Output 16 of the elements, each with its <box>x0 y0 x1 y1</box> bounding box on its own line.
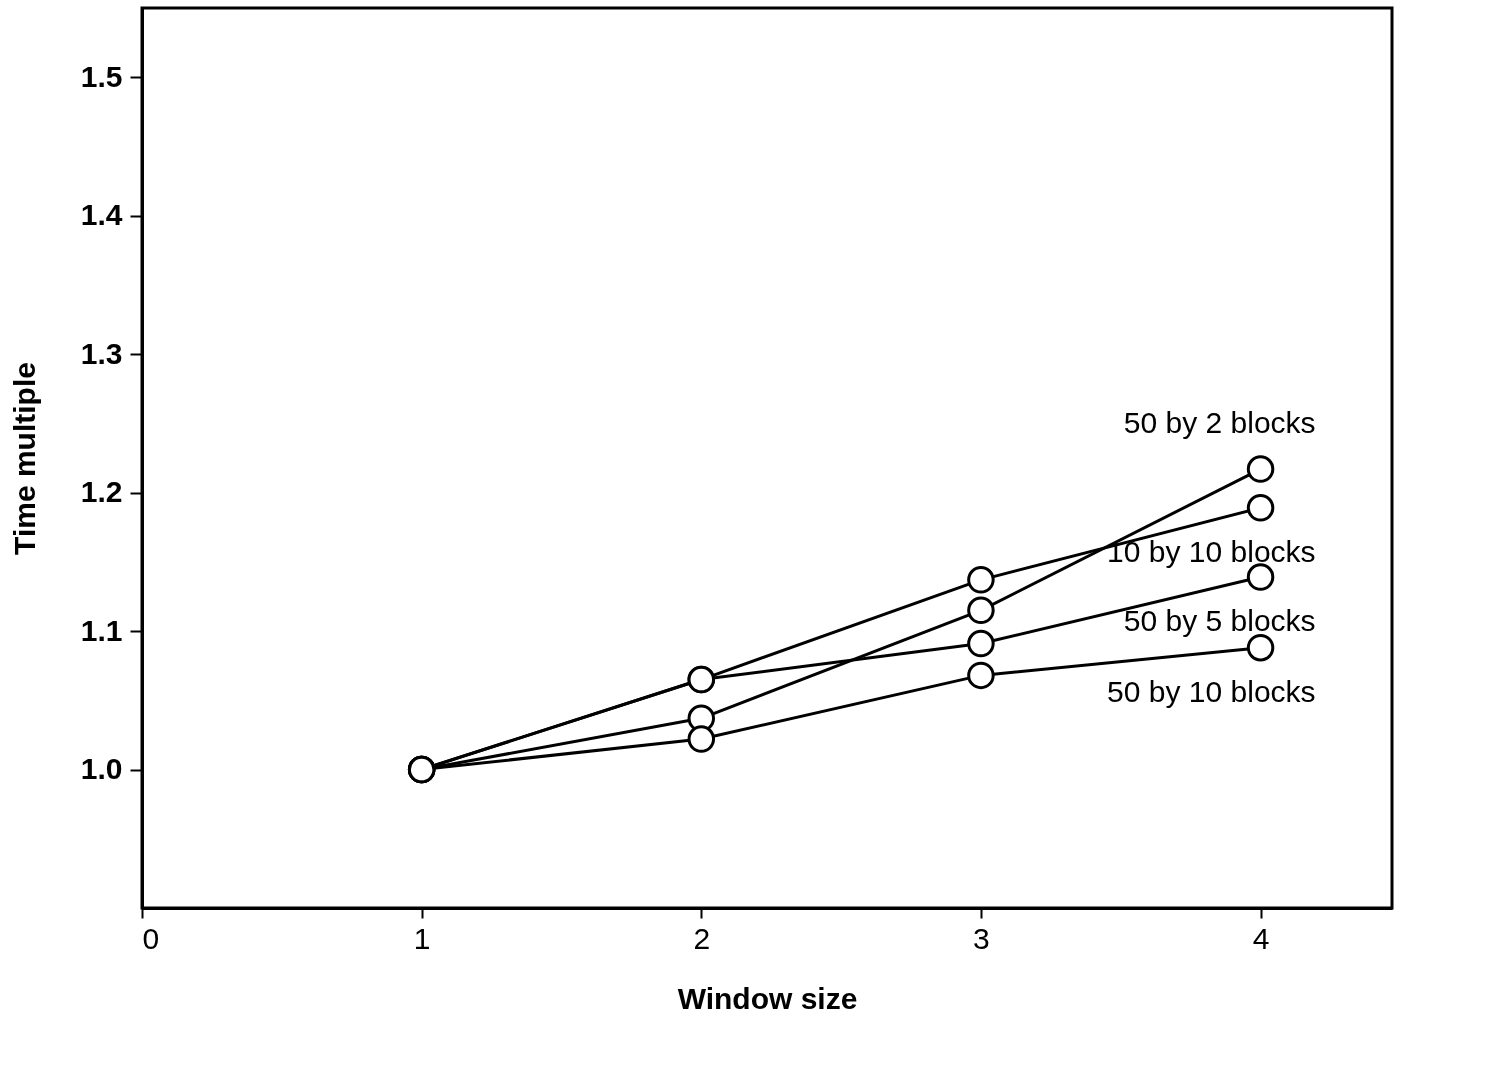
series-label: 50 by 5 blocks <box>1123 604 1316 638</box>
x-tick-label: 0 <box>142 921 160 955</box>
x-axis-title: Window size <box>677 981 858 1015</box>
series-label: 50 by 10 blocks <box>1107 674 1316 708</box>
y-tick-label: 1.3 <box>80 336 123 370</box>
x-tick-label: 4 <box>1252 921 1270 955</box>
x-tick-label: 3 <box>973 921 990 955</box>
y-axis-title: Time multiple <box>7 362 41 555</box>
series-label: 50 by 2 blocks <box>1123 406 1316 440</box>
y-tick-label: 1.5 <box>80 59 123 93</box>
y-tick-label: 1.4 <box>80 198 123 232</box>
y-tick-label: 1.0 <box>80 752 123 786</box>
y-tick-label: 1.1 <box>80 613 123 647</box>
x-tick-label: 2 <box>693 921 711 955</box>
x-tick-label: 1 <box>413 921 431 955</box>
y-tick-label: 1.2 <box>80 475 123 509</box>
